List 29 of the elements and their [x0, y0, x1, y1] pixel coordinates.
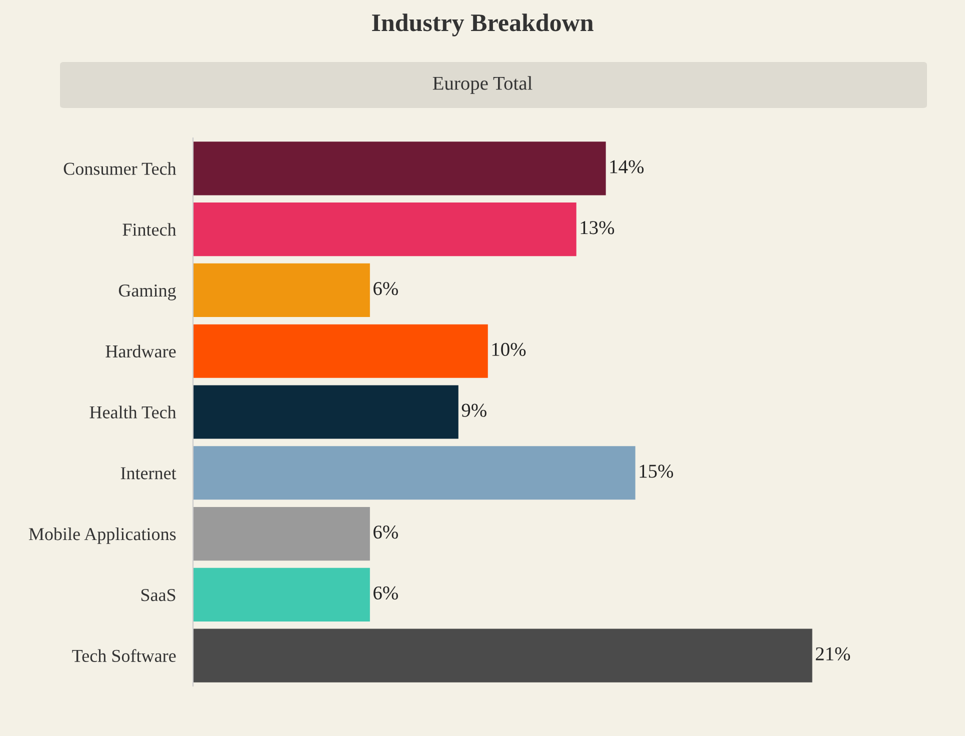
data-label: 14% [610, 160, 644, 174]
data-label: 6% [374, 526, 398, 539]
bar [193, 263, 370, 318]
bar [193, 628, 812, 682]
bar [193, 385, 458, 439]
y-tick-label: Gaming [118, 284, 176, 300]
data-label: 21% [816, 647, 850, 660]
data-label: 13% [580, 221, 614, 234]
bar [193, 202, 576, 256]
data-label: 6% [374, 586, 398, 600]
bar [193, 324, 488, 378]
y-tick-label: Consumer Tech [64, 162, 176, 175]
y-tick-label: SaaS [141, 588, 176, 602]
data-label: 9% [462, 404, 486, 417]
bar [193, 506, 370, 561]
y-tick-label: Internet [120, 467, 176, 480]
data-label: 10% [492, 342, 526, 356]
data-label: 6% [374, 282, 398, 296]
y-tick-label: Hardware [106, 344, 176, 358]
y-tick-label: Tech Software [72, 649, 176, 662]
bar [193, 142, 606, 196]
chart-title: Industry Breakdown [372, 14, 594, 36]
y-tick-label: Mobile Applications [28, 528, 176, 544]
y-tick-label: Health Tech [90, 406, 176, 418]
data-label: 15% [640, 464, 674, 478]
chart-subtitle: Europe Total [432, 76, 532, 94]
bar [193, 568, 370, 622]
y-tick-label: Fintech [122, 223, 176, 236]
bar [193, 446, 636, 500]
